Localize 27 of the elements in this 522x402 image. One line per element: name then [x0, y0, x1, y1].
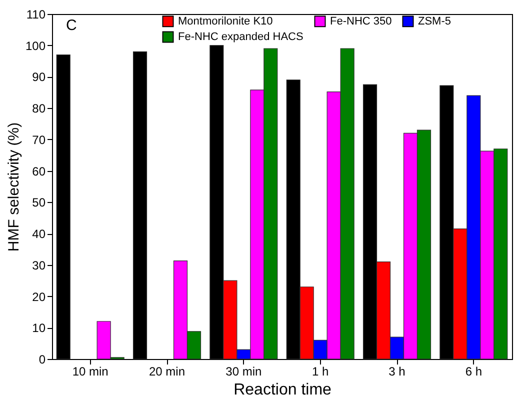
- legend-label: Montmorilonite K10: [178, 15, 273, 28]
- y-tick-label: 100: [25, 38, 46, 53]
- y-tick-label: 50: [32, 196, 46, 210]
- annotation: C: [66, 17, 77, 34]
- y-tick-label: 40: [32, 227, 46, 242]
- legend-label: Fe-NHC expanded HACS: [178, 31, 304, 43]
- x-tick-label: 30 min: [226, 364, 262, 378]
- x-tick-label: 6 h: [465, 364, 482, 378]
- x-tick-label: 1 h: [312, 364, 329, 378]
- x-tick-label: 10 min: [72, 364, 108, 378]
- y-tick-label: 30: [32, 258, 46, 272]
- y-tick-label: 70: [32, 132, 46, 147]
- x-tick-label: 20 min: [148, 364, 186, 378]
- bar: [56, 54, 70, 360]
- legend-label: ZSM-5: [418, 15, 451, 28]
- y-axis-title: HMF selectivity (%): [5, 122, 22, 252]
- y-tick-label: 60: [32, 164, 46, 178]
- x-tick-label: 3 h: [388, 364, 406, 378]
- y-tick-label: 20: [32, 290, 46, 304]
- y-tick-label: 110: [26, 8, 46, 22]
- y-tick-label: 90: [32, 70, 46, 84]
- x-axis-title: Reaction time: [234, 382, 332, 398]
- y-tick-label: 0: [38, 352, 46, 366]
- y-tick-label: 80: [32, 102, 46, 116]
- y-tick-label: 10: [32, 321, 46, 336]
- bar: [132, 51, 148, 360]
- legend-label: Fe-NHC 350: [330, 15, 392, 28]
